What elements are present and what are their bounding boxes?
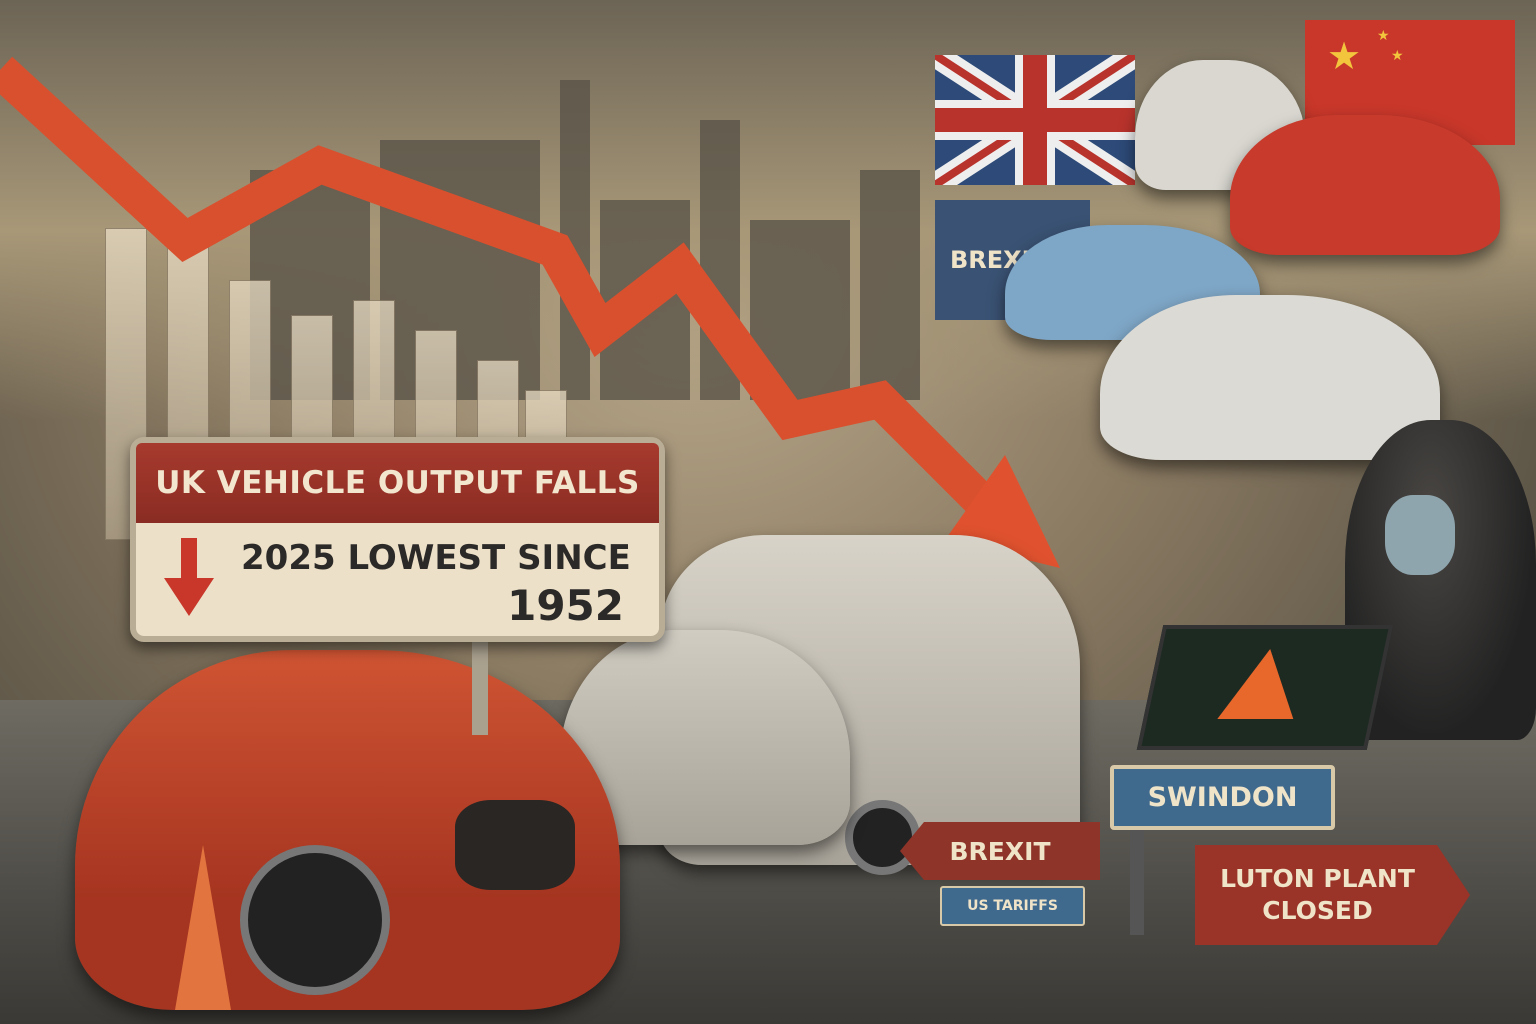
- warning-triangle-icon: [1217, 649, 1309, 719]
- red-hatchback: [1230, 115, 1500, 255]
- car-grille: [455, 800, 575, 890]
- down-arrow-icon: [164, 538, 214, 616]
- brexit-arrow-sign: BREXIT: [900, 822, 1100, 880]
- sign-post: [472, 640, 488, 735]
- us-tariffs-sign: US TARIFFS: [940, 886, 1085, 926]
- headline-year: 1952: [507, 581, 624, 630]
- headline-title: UK VEHICLE OUTPUT FALLS: [136, 443, 659, 523]
- traffic-cone: [175, 845, 231, 1010]
- uk-flag: [928, 44, 1142, 196]
- luton-plant-closed-sign: LUTON PLANT CLOSED: [1195, 845, 1470, 945]
- headline-line1: 2025 LOWEST SINCE: [241, 538, 631, 578]
- white-ev: [1100, 295, 1440, 460]
- signpost-pole: [1130, 825, 1144, 935]
- swindon-sign: SWINDON: [1110, 765, 1335, 830]
- headline-sign: UK VEHICLE OUTPUT FALLS 2025 LOWEST SINC…: [130, 437, 665, 642]
- laptop: [1136, 625, 1394, 750]
- masked-face: [1385, 495, 1455, 575]
